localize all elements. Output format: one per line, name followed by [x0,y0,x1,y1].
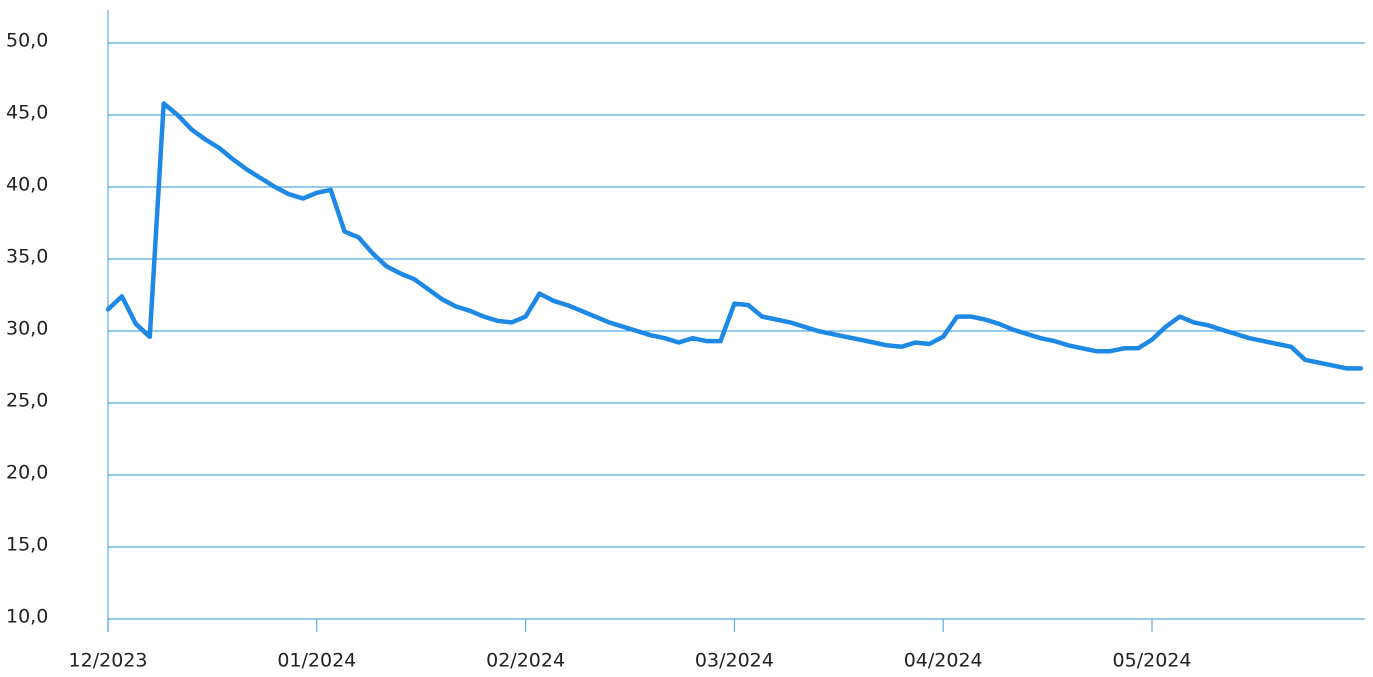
x-tick-label: 04/2024 [904,650,983,672]
y-tick-label: 20,0 [6,462,48,484]
data-line [105,101,1364,371]
x-tick-label: 02/2024 [486,650,565,672]
y-tick-label: 50,0 [6,30,48,52]
x-tick-label: 03/2024 [695,650,774,672]
x-tick-label: 01/2024 [277,650,356,672]
y-tick-label: 45,0 [6,102,48,124]
y-tick-label: 40,0 [6,174,48,196]
x-tick-label: 05/2024 [1113,650,1192,672]
y-tick-label: 15,0 [6,534,48,556]
y-tick-label: 10,0 [6,606,48,628]
x-tick-label: 12/2023 [69,650,148,672]
y-tick-label: 30,0 [6,318,48,340]
y-tick-label: 25,0 [6,390,48,412]
y-tick-label: 35,0 [6,246,48,268]
